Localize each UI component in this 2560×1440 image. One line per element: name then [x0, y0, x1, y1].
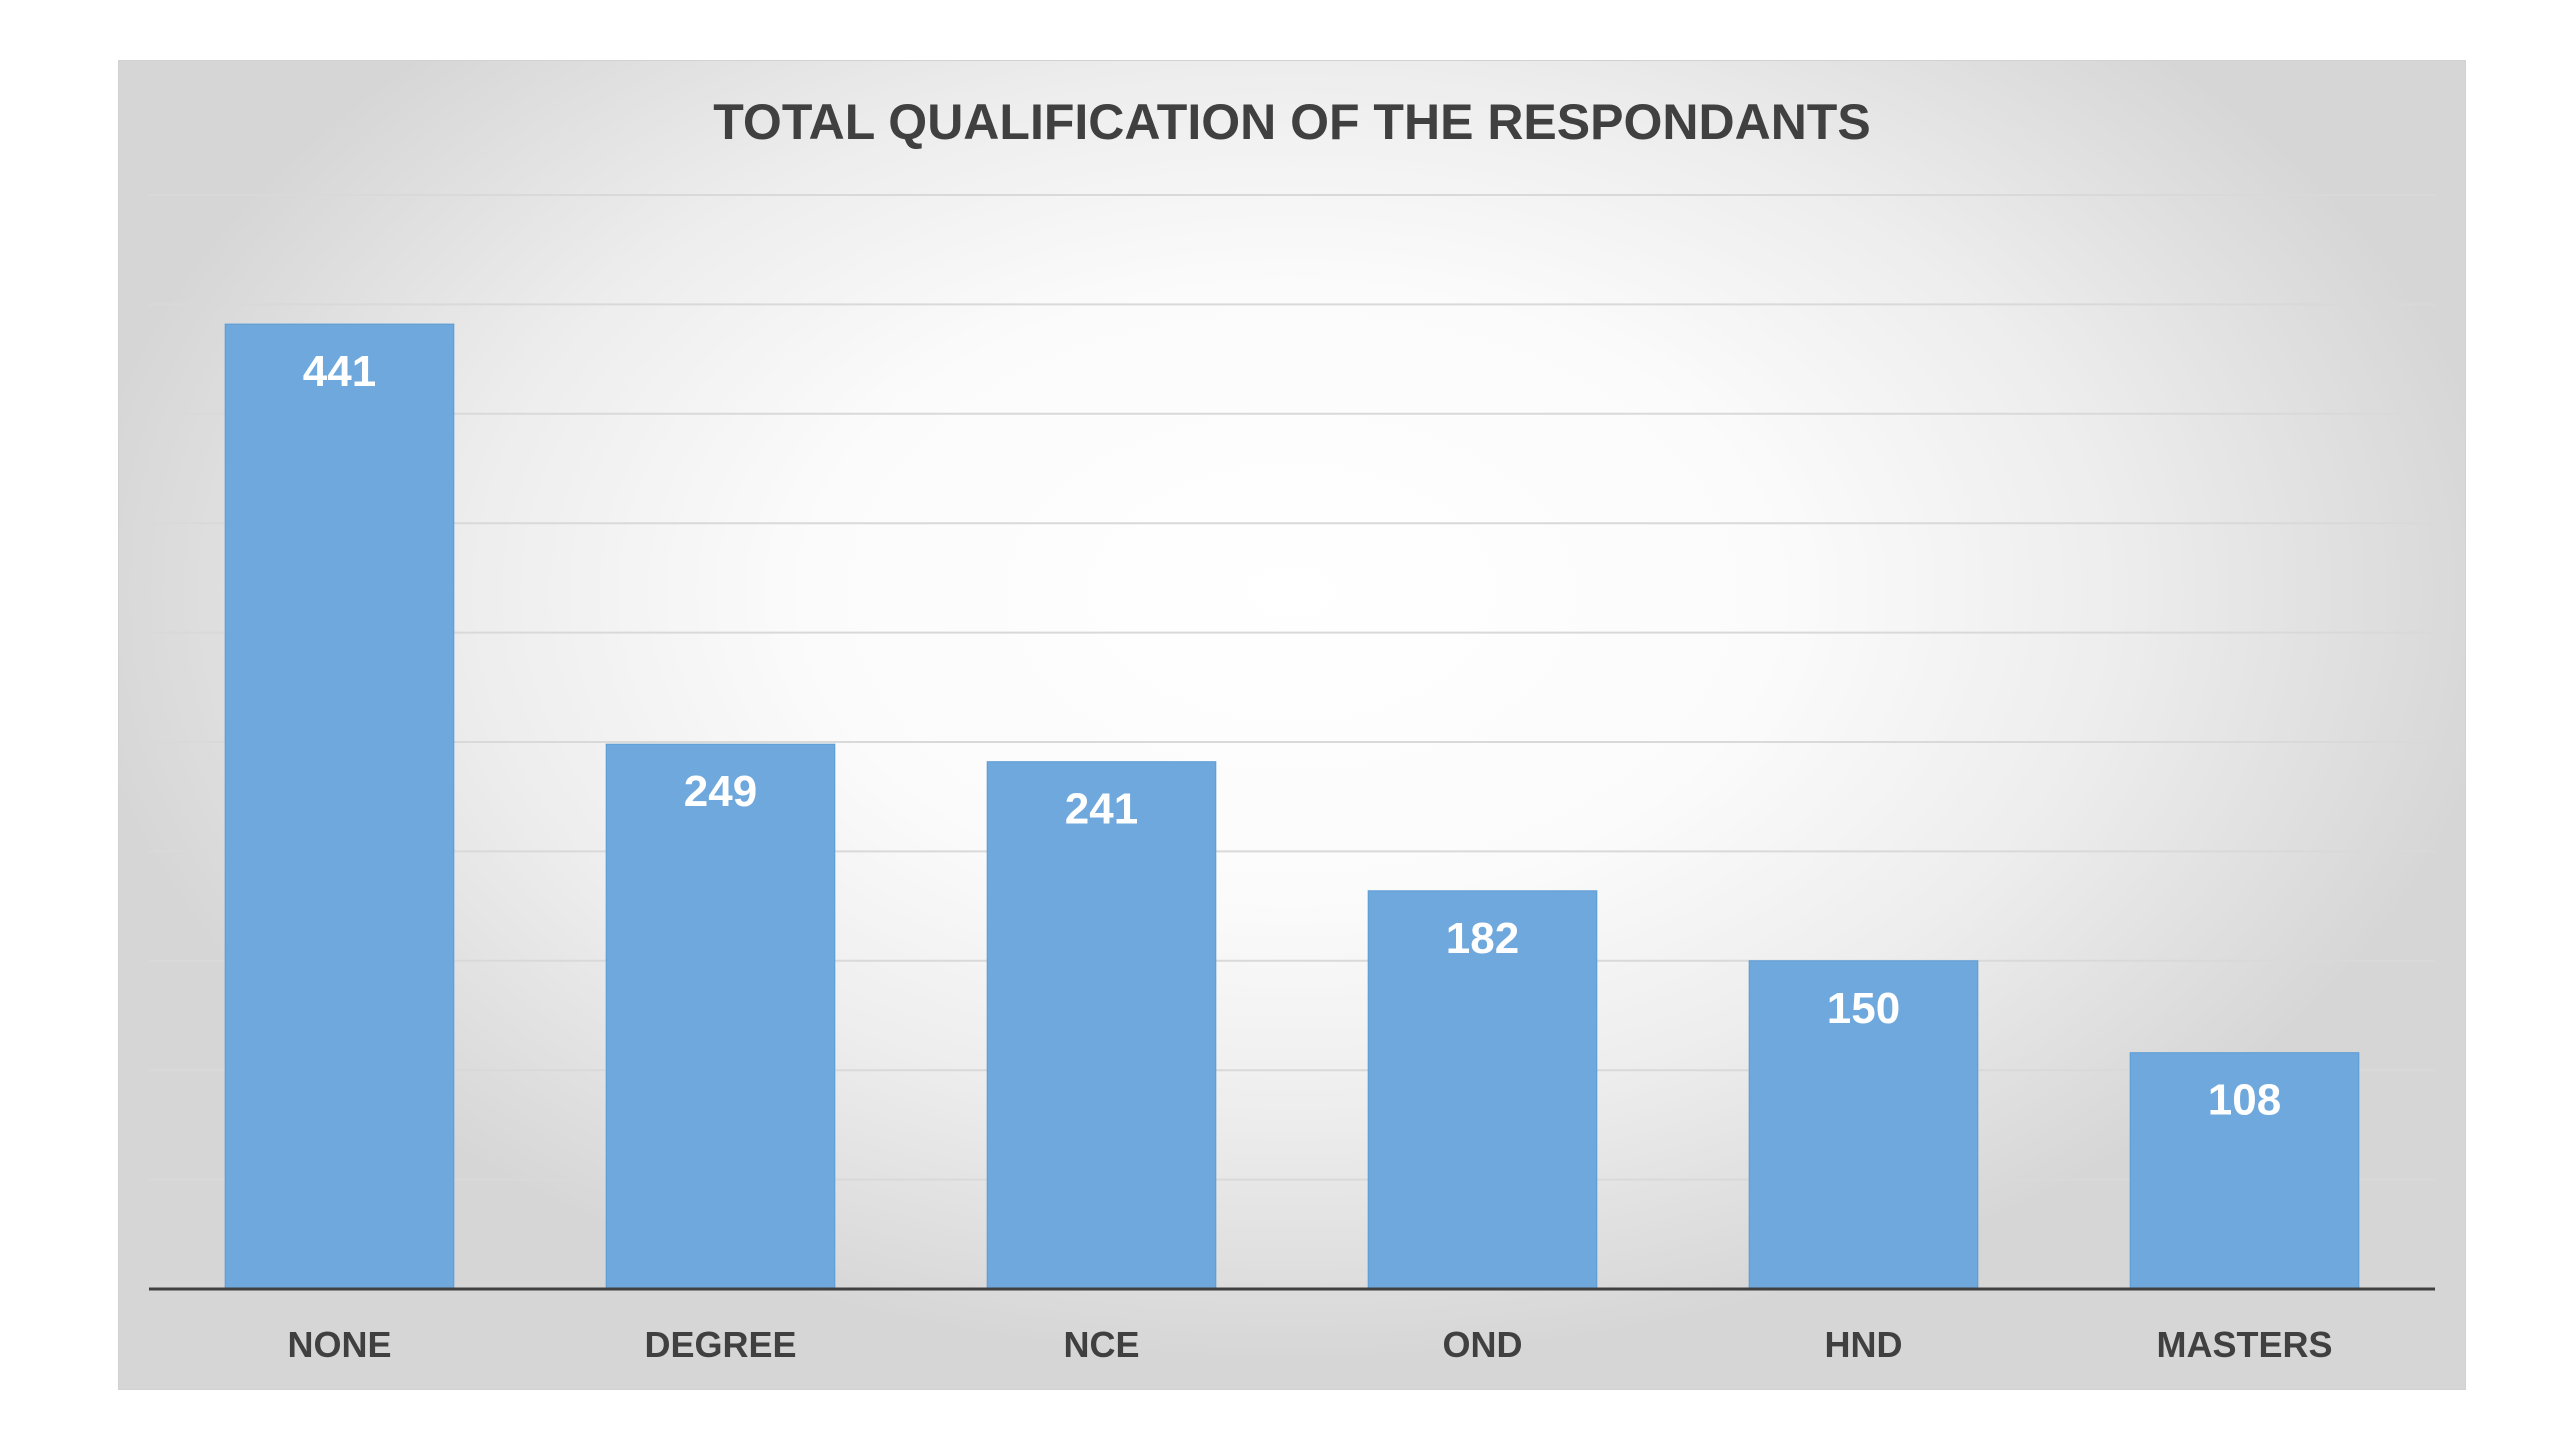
- tick-label-masters: MASTERS: [2156, 1324, 2332, 1365]
- bars: [224, 323, 2360, 1290]
- bar-hnd: [1748, 960, 1979, 1290]
- data-label-degree: 249: [684, 767, 757, 816]
- bar-degree: [605, 743, 836, 1290]
- gridlines: [149, 194, 2435, 1181]
- data-label-masters: 108: [2208, 1076, 2281, 1125]
- bar-none: [224, 323, 455, 1290]
- bar-nce: [986, 761, 1217, 1290]
- data-label-ond: 182: [1446, 914, 1519, 963]
- bar-chart: TOTAL QUALIFICATION OF THE RESPONDANTS 4…: [149, 94, 2435, 1365]
- tick-label-none: NONE: [287, 1324, 391, 1365]
- chart-title: TOTAL QUALIFICATION OF THE RESPONDANTS: [713, 94, 1870, 150]
- chart-area: TOTAL QUALIFICATION OF THE RESPONDANTS 4…: [118, 60, 2466, 1390]
- x-axis-tick-labels: NONE DEGREE NCE OND HND MASTERS: [287, 1324, 2332, 1365]
- data-label-nce: 241: [1065, 785, 1138, 834]
- tick-label-ond: OND: [1443, 1324, 1523, 1365]
- tick-label-degree: DEGREE: [644, 1324, 796, 1365]
- data-labels: 441 249 241 182 150 108: [303, 347, 2281, 1125]
- data-label-none: 441: [303, 347, 376, 396]
- tick-label-nce: NCE: [1063, 1324, 1139, 1365]
- tick-label-hnd: HND: [1825, 1324, 1903, 1365]
- bar-ond: [1367, 890, 1598, 1290]
- data-label-hnd: 150: [1827, 984, 1900, 1033]
